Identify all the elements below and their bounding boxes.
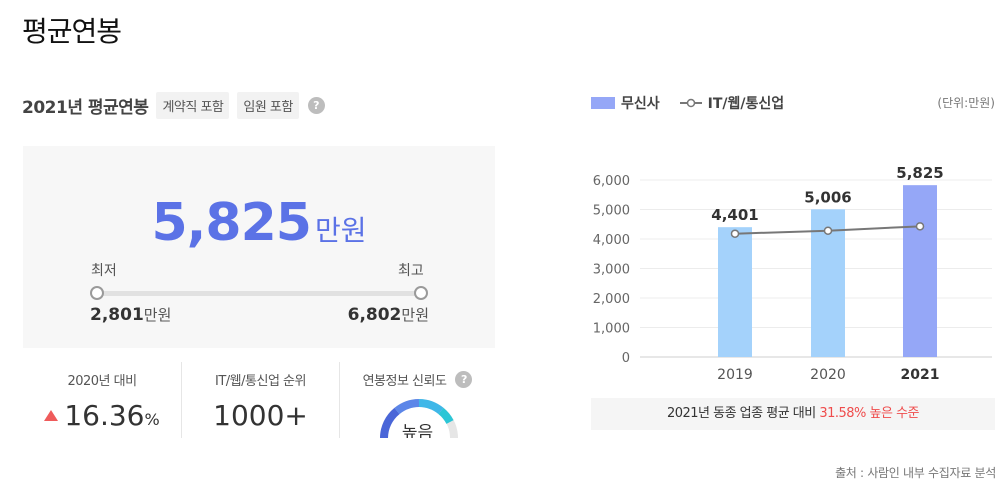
comparison-summary: 2021년 동종 업종 평균 대비 31.58% 높은 수준	[591, 398, 995, 430]
min-salary-value: 2,801	[90, 305, 144, 325]
industry-point	[915, 222, 925, 231]
summary-prefix: 2021년 동종 업종 평균 대비	[666, 406, 820, 421]
x-tick-label: 2021	[901, 367, 940, 383]
industry-point	[823, 226, 833, 235]
legend-company: 무신사	[621, 96, 660, 112]
bar-value-label: 5,825	[896, 164, 943, 182]
average-salary-card: 5,825 만원 최저 최고 2,801만원 6,802만원	[23, 146, 495, 348]
salary-bar-chart: 0 1,000 2,000 3,000 4,000 5,000 6,000 4,401 2019…	[593, 164, 992, 383]
reliability-gauge-icon	[380, 399, 458, 438]
up-triangle-icon	[44, 410, 59, 421]
stat-yoy-value: 16.36	[64, 399, 145, 432]
min-salary: 2,801만원	[90, 304, 171, 325]
reliability-help-icon[interactable]: ?	[455, 371, 473, 388]
chart-legend: 무신사 IT/웹/통신업	[591, 92, 784, 114]
stat-yoy-label: 2020년 대비	[67, 374, 137, 389]
average-salary-value: 5,825	[151, 193, 311, 253]
legend-industry: IT/웹/통신업	[707, 96, 785, 112]
max-label: 최고	[398, 263, 424, 279]
y-tick-label: 4,000	[593, 233, 630, 248]
range-max-dot	[414, 286, 428, 300]
average-salary: 5,825 만원	[23, 193, 495, 253]
bar	[718, 227, 752, 357]
y-tick-label: 0	[622, 351, 630, 366]
legend-bar-swatch	[591, 97, 615, 109]
range-min-dot	[90, 286, 104, 300]
tag-contract-included: 계약직 포함	[156, 91, 230, 119]
legend-line-swatch	[679, 98, 702, 108]
salary-range-track	[96, 291, 422, 296]
stat-yoy-value-wrap: 16.36%	[23, 399, 181, 432]
average-salary-unit: 만원	[314, 214, 367, 247]
stat-rank: IT/웹/통신업 순위 1000+	[181, 362, 339, 438]
x-tick-label: 2019	[717, 367, 753, 383]
source-note: 출처 : 사람인 내부 수집자료 분석	[835, 466, 996, 480]
bar-value-label: 4,401	[711, 206, 758, 224]
industry-point	[730, 229, 740, 238]
y-tick-label: 1,000	[593, 322, 630, 337]
summary-highlight: 31.58% 높은 수준	[819, 406, 920, 421]
x-tick-label: 2020	[810, 367, 846, 383]
stat-reliability-label-wrap: 연봉정보 신뢰도?	[340, 370, 495, 389]
y-tick-label: 6,000	[593, 174, 630, 189]
help-icon[interactable]: ?	[307, 96, 325, 114]
stats-row: 2020년 대비 16.36% IT/웹/통신업 순위 1000+ 연봉정보 신…	[23, 362, 495, 438]
stat-reliability: 연봉정보 신뢰도? 높음	[339, 362, 495, 438]
min-label: 최저	[91, 263, 117, 279]
tag-executive-included: 임원 포함	[237, 91, 299, 119]
y-tick-label: 5,000	[593, 204, 630, 219]
max-salary-value: 6,802	[347, 305, 402, 325]
y-tick-label: 3,000	[593, 263, 630, 278]
stat-rank-label: IT/웹/통신업 순위	[215, 374, 306, 389]
max-salary: 6,802만원	[348, 304, 429, 325]
stat-yoy: 2020년 대비 16.36%	[23, 362, 181, 438]
salary-section-header: 2021년 평균연봉 계약직 포함 임원 포함 ?	[22, 91, 325, 119]
section-title: 2021년 평균연봉	[22, 97, 149, 118]
stat-yoy-unit: %	[144, 410, 160, 429]
stat-reliability-value: 높음	[401, 423, 434, 438]
y-tick-label: 2,000	[593, 292, 630, 307]
max-salary-unit: 만원	[401, 306, 429, 324]
stat-reliability-label: 연봉정보 신뢰도	[362, 374, 447, 389]
stat-rank-value: 1000+	[213, 399, 308, 432]
bar	[903, 185, 937, 357]
unit-note: (단위:만원)	[937, 96, 995, 110]
bar-value-label: 5,006	[804, 188, 851, 206]
page-title: 평균연봉	[22, 15, 122, 48]
min-salary-unit: 만원	[143, 306, 172, 324]
